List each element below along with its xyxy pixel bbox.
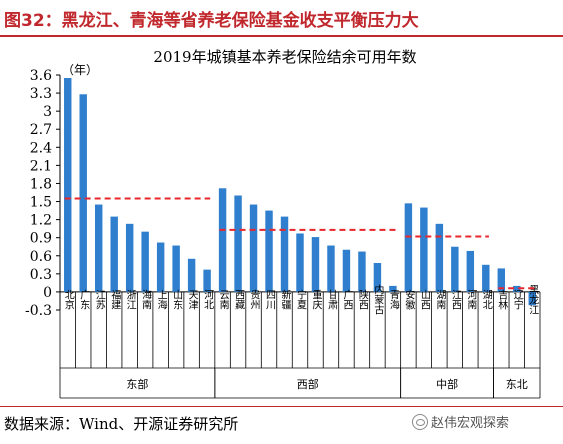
x-category-label: 河南 <box>465 290 477 310</box>
bar-贵州 <box>249 204 258 292</box>
x-category-label: 西藏 <box>233 290 245 311</box>
bar-黑龙江 <box>528 291 536 306</box>
bar-浙江 <box>125 223 134 292</box>
x-category-label: 云南 <box>217 290 229 310</box>
bar-广东 <box>79 94 87 292</box>
x-category-label: 福建 <box>109 289 121 310</box>
x-category-label: 宁夏 <box>295 289 307 310</box>
figure-header: 图32：黑龙江、青海等省养老保险基金收支平衡压力大 <box>0 0 563 38</box>
bar-青海 <box>389 285 397 292</box>
bar-海南 <box>141 231 149 292</box>
y-tick-label: 3.3 <box>30 86 52 102</box>
title-rule <box>0 35 563 37</box>
x-category-label: 湖北 <box>480 290 492 310</box>
watermark: 赵伟宏观探索 <box>408 411 514 432</box>
bar-内蒙古 <box>373 263 382 292</box>
x-category-label: 山东 <box>171 290 183 310</box>
x-category-label: 江西 <box>449 290 461 310</box>
x-category-label: 陕西 <box>356 289 368 310</box>
x-category-label: 广西 <box>341 290 353 310</box>
x-category-label: 青海 <box>387 289 399 311</box>
x-category-label: 重庆 <box>310 289 322 311</box>
bar-河南 <box>466 250 475 292</box>
bar-北京 <box>64 78 72 292</box>
bar-安徽 <box>404 203 413 292</box>
x-category-label: 河北 <box>202 290 214 310</box>
wechat-icon <box>412 413 428 430</box>
bar-河北 <box>203 269 211 292</box>
bar-天津 <box>187 258 196 292</box>
bar-湖南 <box>435 223 444 292</box>
bar-福建 <box>110 216 118 292</box>
x-category-label: 山西 <box>418 290 430 310</box>
chart-title: 2019年城镇基本养老保险结余可用年数 <box>153 48 416 66</box>
bar-西藏 <box>234 195 242 292</box>
bar-吉林 <box>497 268 506 292</box>
x-category-label: 内蒙古 <box>372 284 384 316</box>
y-tick-label: -0.3 <box>25 303 52 319</box>
x-category-label: 四川 <box>264 290 276 310</box>
x-category-label: 天津 <box>186 290 198 311</box>
x-category-label: 贵州 <box>248 289 260 310</box>
x-category-label: 湖南 <box>434 290 446 310</box>
y-tick-label: 0.3 <box>30 267 52 283</box>
figure-title: 图32：黑龙江、青海等省养老保险基金收支平衡压力大 <box>4 11 419 31</box>
region-label: 中部 <box>436 377 458 391</box>
bar-江苏 <box>94 204 103 292</box>
y-tick-label: 3 <box>43 104 52 120</box>
x-category-label: 浙江 <box>124 290 136 310</box>
bar-山东 <box>172 245 180 292</box>
x-category-label: 广东 <box>78 290 90 310</box>
region-label: 西部 <box>297 377 319 391</box>
x-category-label: 吉林 <box>496 290 508 311</box>
y-tick-label: 1.2 <box>30 213 52 229</box>
bar-四川 <box>265 210 273 292</box>
y-tick-label: 2.1 <box>30 158 52 174</box>
bar-宁夏 <box>296 233 304 292</box>
bar-上海 <box>156 242 165 292</box>
x-category-label: 甘肃 <box>325 289 337 311</box>
y-tick-label: 0 <box>43 285 52 301</box>
region-label: 东部 <box>126 377 148 391</box>
bar-云南 <box>218 188 227 292</box>
x-category-label: 北京 <box>62 290 74 311</box>
x-category-label: 海南 <box>140 289 152 310</box>
y-tick-label: 1.8 <box>30 176 52 192</box>
source-note: 数据来源：Wind、开源证券研究所 <box>4 415 239 433</box>
x-category-label: 安徽 <box>403 289 415 311</box>
plot-area: -0.3 0 0.3 0.6 0.9 1.2 1.5 1.8 2.1 2.4 2.7 3 3.3 3.6 北… <box>25 68 541 399</box>
y-axis-unit-label: （年） <box>62 63 98 77</box>
bar-湖北 <box>482 264 490 292</box>
y-tick-label: 0.6 <box>30 249 52 265</box>
x-category-label: 上海 <box>155 290 167 311</box>
bar-chart: 2019年城镇基本养老保险结余可用年数 （年） -0.3 0 0.3 0.6 0.9 1.… <box>25 48 541 399</box>
region-label: 东北 <box>506 378 528 391</box>
x-category-label: 江苏 <box>93 290 105 311</box>
x-category-label: 新疆 <box>279 289 291 311</box>
y-tick-label: 3.6 <box>30 68 52 84</box>
bar-辽宁 <box>513 285 521 292</box>
bar-江西 <box>451 246 459 292</box>
bar-陕西 <box>358 251 366 292</box>
watermark-text: 赵伟宏观探索 <box>431 416 510 431</box>
y-tick-label: 0.9 <box>30 231 52 247</box>
bar-广西 <box>342 249 351 292</box>
bar-新疆 <box>280 216 289 292</box>
x-category-label: 黑龙江 <box>527 285 539 315</box>
footer-rule <box>0 406 563 407</box>
y-tick-label: 2.7 <box>30 122 52 138</box>
bar-山西 <box>420 207 428 292</box>
y-tick-label: 2.4 <box>30 140 52 156</box>
bar-甘肃 <box>327 245 335 292</box>
bar-重庆 <box>311 237 320 292</box>
x-category-label: 辽宁 <box>511 290 523 310</box>
y-tick-label: 1.5 <box>30 195 52 211</box>
